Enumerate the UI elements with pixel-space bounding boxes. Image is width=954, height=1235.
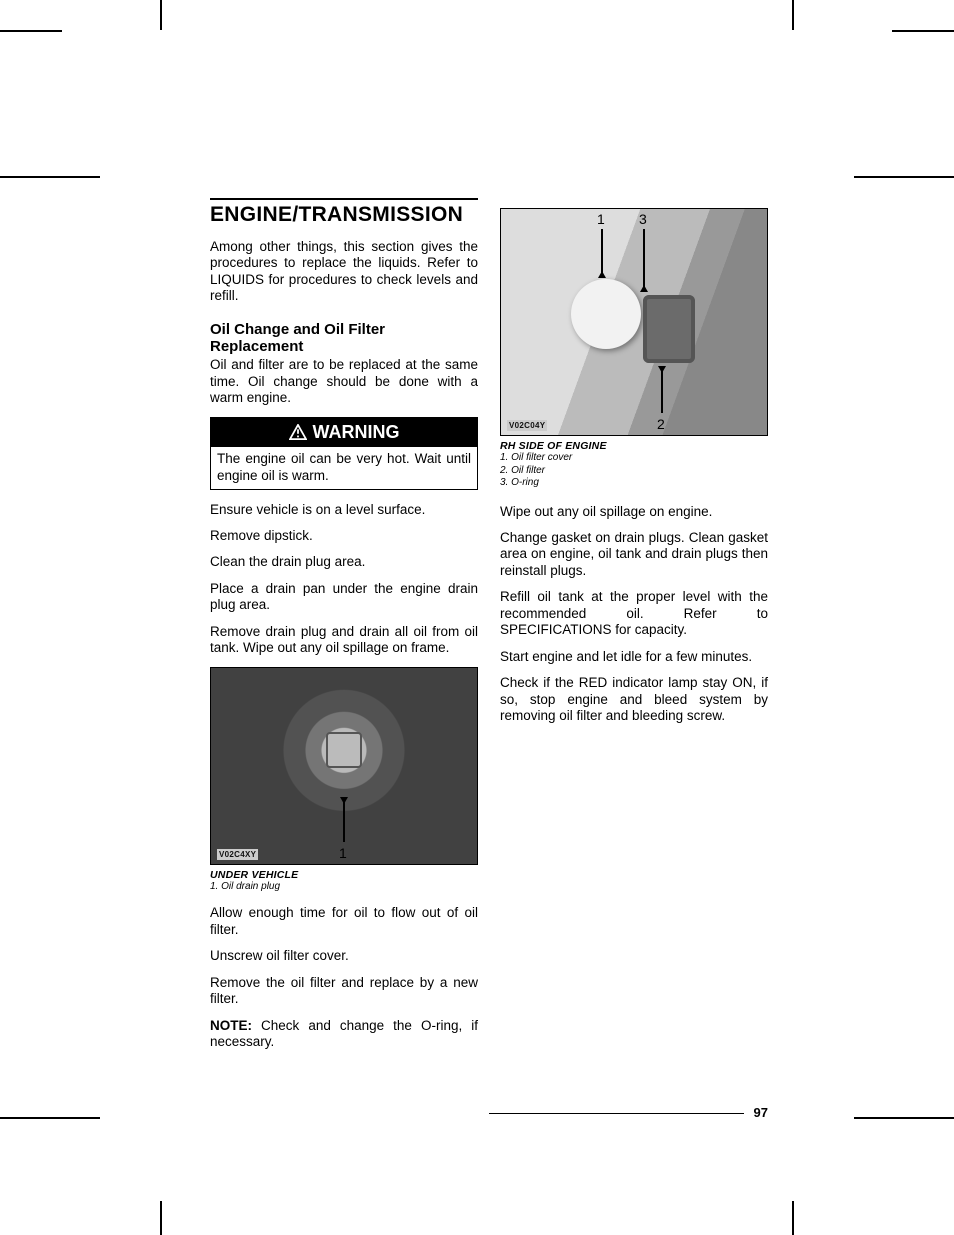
figure-caption-title: RH SIDE OF ENGINE bbox=[500, 440, 768, 452]
warning-callout: WARNING The engine oil can be very hot. … bbox=[210, 417, 478, 490]
step-text: Allow enough time for oil to flow out of… bbox=[210, 905, 478, 938]
step-text: Start engine and let idle for a few minu… bbox=[500, 649, 768, 665]
step-text: Ensure vehicle is on a level surface. bbox=[210, 502, 478, 518]
step-text: Remove drain plug and drain all oil from… bbox=[210, 624, 478, 657]
figure-caption-item: 1. Oil drain plug bbox=[210, 881, 478, 894]
step-text: Remove the oil filter and replace by a n… bbox=[210, 975, 478, 1008]
figure-caption-item: 2. Oil filter bbox=[500, 465, 768, 478]
crop-mark bbox=[854, 176, 954, 178]
warning-label: WARNING bbox=[313, 422, 400, 443]
drain-plug-shape bbox=[326, 732, 362, 768]
figure-under-vehicle: 1 V02C4XY bbox=[210, 667, 478, 865]
step-text: Place a drain pan under the engine drain… bbox=[210, 581, 478, 614]
page-number: 97 bbox=[754, 1105, 768, 1120]
page-footer: 97 bbox=[489, 1105, 768, 1120]
oil-filter-shape bbox=[643, 295, 695, 363]
callout-number: 3 bbox=[639, 211, 647, 227]
callout-arrow bbox=[343, 798, 345, 842]
subsection-lead: Oil and filter are to be replaced at the… bbox=[210, 357, 478, 406]
crop-mark bbox=[0, 176, 100, 178]
step-text: Check if the RED indicator lamp stay ON,… bbox=[500, 675, 768, 724]
section-title: ENGINE/TRANSMISSION bbox=[210, 198, 478, 227]
page-frame: ENGINE/TRANSMISSION Among other things, … bbox=[160, 30, 790, 1210]
crop-mark bbox=[892, 30, 954, 32]
callout-number: 2 bbox=[657, 416, 665, 432]
left-column: ENGINE/TRANSMISSION Among other things, … bbox=[210, 198, 478, 1061]
callout-arrow bbox=[661, 367, 663, 413]
step-text: Wipe out any oil spillage on engine. bbox=[500, 504, 768, 520]
step-text: Remove dipstick. bbox=[210, 528, 478, 544]
step-text: Change gasket on drain plugs. Clean gask… bbox=[500, 530, 768, 579]
crop-mark bbox=[854, 1117, 954, 1119]
step-text: Unscrew oil filter cover. bbox=[210, 948, 478, 964]
figure-caption-item: 1. Oil filter cover bbox=[500, 452, 768, 465]
warning-body: The engine oil can be very hot. Wait unt… bbox=[211, 447, 477, 489]
callout-arrow bbox=[601, 229, 603, 277]
footer-rule bbox=[489, 1113, 744, 1114]
content-columns: ENGINE/TRANSMISSION Among other things, … bbox=[210, 198, 768, 1061]
crop-mark bbox=[792, 0, 794, 30]
warning-header: WARNING bbox=[211, 418, 477, 447]
note-label: NOTE: bbox=[210, 1018, 252, 1033]
crop-mark bbox=[0, 30, 62, 32]
figure-caption-item: 3. O-ring bbox=[500, 477, 768, 490]
crop-mark bbox=[792, 1201, 794, 1235]
note-paragraph: NOTE: Check and change the O-ring, if ne… bbox=[210, 1018, 478, 1051]
crop-mark bbox=[0, 1117, 100, 1119]
right-column: 1 3 2 V02C04Y RH SIDE OF ENGINE 1. Oil f… bbox=[500, 198, 768, 1061]
step-text: Clean the drain plug area. bbox=[210, 554, 478, 570]
figure-rh-side-engine: 1 3 2 V02C04Y bbox=[500, 208, 768, 436]
figure-caption-title: UNDER VEHICLE bbox=[210, 869, 478, 881]
callout-number: 1 bbox=[597, 211, 605, 227]
figure-code: V02C4XY bbox=[217, 849, 258, 860]
intro-paragraph: Among other things, this section gives t… bbox=[210, 239, 478, 305]
crop-mark bbox=[160, 0, 162, 30]
warning-triangle-icon bbox=[289, 424, 307, 440]
subsection-heading: Oil Change and Oil Filter Replacement bbox=[210, 321, 478, 356]
figure-code: V02C04Y bbox=[507, 420, 547, 431]
callout-arrow bbox=[643, 229, 645, 291]
callout-number: 1 bbox=[339, 845, 347, 861]
oil-filter-cover-shape bbox=[571, 279, 641, 349]
step-text: Refill oil tank at the proper level with… bbox=[500, 589, 768, 638]
